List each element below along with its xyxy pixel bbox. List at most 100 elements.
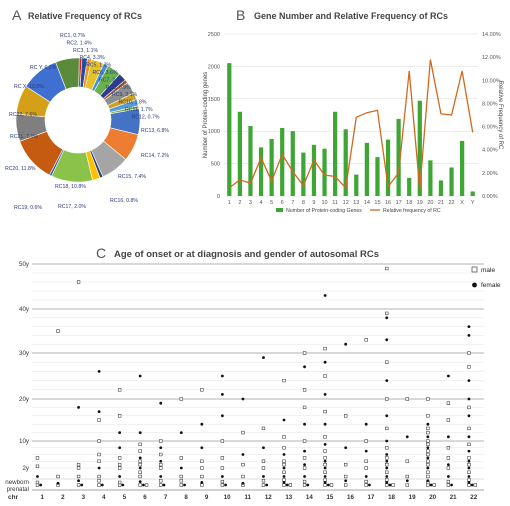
female-marker xyxy=(344,446,348,450)
x-tick-label: 7 xyxy=(164,494,168,501)
female-marker xyxy=(344,342,348,346)
male-marker xyxy=(385,397,389,401)
female-marker xyxy=(220,414,224,418)
male-marker xyxy=(261,483,266,487)
female-marker xyxy=(138,456,142,460)
female-marker xyxy=(118,446,122,450)
x-tick-label: 8 xyxy=(302,200,305,206)
pie-label-6: RC6, 3.6% xyxy=(93,70,118,76)
male-marker xyxy=(467,405,471,410)
pie-label-19: RC19, 0.6% xyxy=(14,205,42,211)
bar-chr-7 xyxy=(290,131,295,196)
bar-chr-5 xyxy=(269,138,274,196)
male-marker xyxy=(467,462,471,467)
male-marker xyxy=(385,478,389,482)
panel-b-letter: B xyxy=(236,7,245,23)
male-marker xyxy=(97,479,101,483)
male-marker xyxy=(200,466,204,470)
male-marker xyxy=(323,478,327,482)
male-marker xyxy=(344,474,348,479)
y-right-tick-label: 6.00% xyxy=(482,125,498,131)
male-marker xyxy=(159,479,163,483)
male-marker xyxy=(426,462,430,467)
female-marker xyxy=(364,422,368,426)
male-marker xyxy=(426,439,430,443)
bar-chr-X xyxy=(460,140,465,196)
y-tick-label: 40y xyxy=(19,306,30,313)
male-marker xyxy=(385,360,389,364)
x-tick-label: 9 xyxy=(205,494,209,501)
pie-label-17: RC17, 2.0% xyxy=(58,204,86,210)
panel-a-letter: A xyxy=(12,7,22,23)
male-marker xyxy=(302,466,307,470)
female-marker xyxy=(121,483,125,487)
male-marker xyxy=(467,470,471,474)
male-marker xyxy=(288,483,293,487)
y-tick-label: newborn xyxy=(5,479,29,486)
pie-label-11: RC11, 1.7% xyxy=(125,107,153,113)
female-marker xyxy=(77,406,80,409)
female-marker xyxy=(200,446,204,450)
male-marker xyxy=(241,462,245,467)
x-tick-label: 1 xyxy=(228,200,231,206)
male-marker xyxy=(329,483,334,487)
male-marker xyxy=(179,397,183,401)
male-marker xyxy=(302,388,307,392)
male-marker xyxy=(467,456,471,460)
male-marker xyxy=(426,414,430,418)
x-tick-label: 13 xyxy=(353,200,359,206)
male-marker xyxy=(426,397,430,401)
male-marker xyxy=(391,483,395,487)
female-marker xyxy=(364,449,368,453)
female-marker xyxy=(220,393,224,396)
female-marker xyxy=(323,442,327,446)
bar-chr-4 xyxy=(258,147,264,196)
male-marker xyxy=(261,479,266,483)
male-marker xyxy=(405,459,409,463)
male-marker xyxy=(385,311,389,316)
male-marker xyxy=(385,456,389,460)
panel-c: C Age of onset or at diagnosis and gende… xyxy=(5,245,501,501)
male-marker xyxy=(385,266,389,271)
male-marker xyxy=(76,280,81,284)
x-tick-label: 12 xyxy=(343,200,349,206)
female-marker xyxy=(323,422,327,426)
y-axis-label: Number of Protein-coding genes xyxy=(203,72,209,158)
male-marker xyxy=(35,480,40,485)
x-tick-label: 15 xyxy=(326,494,333,501)
x-tick-label: 19 xyxy=(409,494,416,501)
female-marker xyxy=(323,393,327,396)
male-marker xyxy=(97,439,101,443)
x-tick-label: 18 xyxy=(406,200,412,206)
male-marker xyxy=(76,483,81,487)
y-tick-label: 2500 xyxy=(208,32,220,38)
female-marker xyxy=(138,374,142,378)
male-marker xyxy=(426,474,430,479)
y-tick-label: 0 xyxy=(217,194,220,200)
y-right-tick-label: 14.00% xyxy=(482,32,501,38)
bar-chr-16 xyxy=(385,139,391,196)
pie-label-3: RC3, 1.1% xyxy=(73,48,98,54)
bar-chr-1 xyxy=(227,63,232,196)
x-tick-label: 7 xyxy=(291,200,294,206)
bar-chr-13 xyxy=(354,174,359,196)
y-tick-label: 20y xyxy=(19,396,30,403)
male-marker xyxy=(446,401,451,405)
female-marker xyxy=(303,475,306,478)
pie-label-4: RC4, 3.3% xyxy=(80,55,105,61)
male-marker xyxy=(323,483,327,487)
male-marker xyxy=(385,483,389,487)
x-tick-label: 15 xyxy=(374,200,380,206)
male-marker xyxy=(159,466,163,470)
male-marker xyxy=(200,388,204,392)
male-marker xyxy=(364,466,368,470)
female-marker xyxy=(426,435,430,439)
female-marker xyxy=(282,481,286,484)
female-marker xyxy=(429,483,433,487)
male-marker xyxy=(144,483,149,487)
male-marker xyxy=(282,378,286,383)
male-marker xyxy=(302,439,307,443)
legend-label-line: Relative frequency of RC xyxy=(383,208,441,214)
female-marker xyxy=(385,466,389,470)
bar-chr-Y xyxy=(470,191,475,196)
